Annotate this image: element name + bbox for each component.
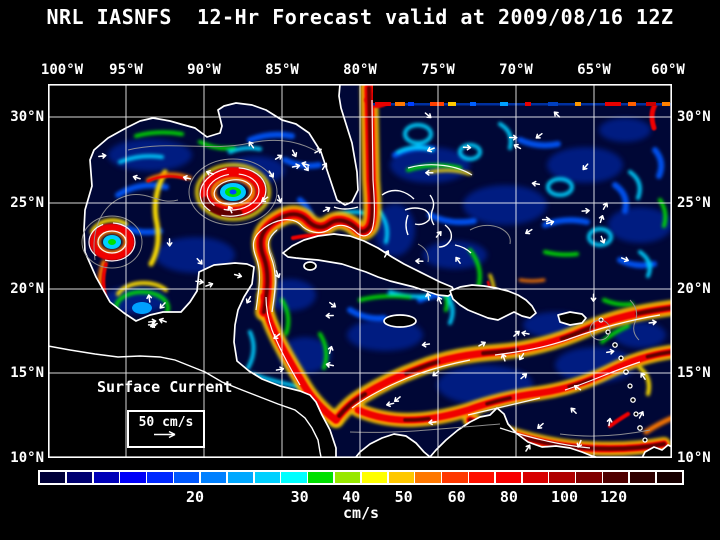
lat-tick-label: 20°N xyxy=(677,281,711,297)
colorbar-ticks: 20 30 40 50 60 80 100 120 xyxy=(38,488,684,506)
cuba xyxy=(282,233,456,297)
colorbar-cell xyxy=(629,472,656,483)
pacific-coastline xyxy=(48,345,322,458)
lon-tick-label: 90°W xyxy=(187,62,221,78)
lat-tick-label: 25°N xyxy=(10,195,44,211)
lon-tick-label: 65°W xyxy=(577,62,611,78)
eddy-centers xyxy=(103,183,246,314)
trinidad-paria xyxy=(641,444,672,458)
lat-tick-label: 30°N xyxy=(10,109,44,125)
lat-tick-label: 15°N xyxy=(677,365,711,381)
colorbar-cell xyxy=(361,472,388,483)
lon-tick-label: 80°W xyxy=(343,62,377,78)
streamline-contours xyxy=(88,99,661,449)
colorbar-cell xyxy=(656,472,682,483)
colorbar-cell xyxy=(415,472,441,483)
ssh-contours xyxy=(81,139,651,437)
colorbar-cell xyxy=(603,472,629,483)
lat-tick-label: 15°N xyxy=(10,365,44,381)
colorbar-cell xyxy=(549,472,575,483)
lat-tick-label: 10°N xyxy=(10,450,44,466)
colorbar-cell xyxy=(308,472,334,483)
colorbar-tick-label: 20 xyxy=(185,488,204,506)
south-america xyxy=(354,407,602,458)
hispaniola xyxy=(449,284,537,321)
colorbar-units: cm/s xyxy=(342,504,380,522)
jamaica xyxy=(383,314,417,328)
legend-title: Surface Current xyxy=(97,378,233,396)
colorbar-cell xyxy=(254,472,280,483)
isla-juventud xyxy=(303,261,317,271)
bahamas-contours xyxy=(381,189,472,254)
colorbar-cell xyxy=(469,472,495,483)
colorbar-tick-label: 30 xyxy=(290,488,309,506)
colorbar-cell xyxy=(388,472,414,483)
colorbar-cell xyxy=(66,472,93,483)
colorbar-cell xyxy=(93,472,119,483)
scale-reference-value: 50 cm/s xyxy=(138,415,194,430)
colorbar xyxy=(38,470,684,485)
scale-reference-box: 50 cm/s xyxy=(127,410,205,448)
map-frame xyxy=(48,84,672,458)
colorbar-cell xyxy=(334,472,361,483)
no-data-band xyxy=(373,84,672,106)
colorbar-cell xyxy=(40,472,66,483)
colorbar-tick-label: 40 xyxy=(342,488,361,506)
lon-tick-label: 85°W xyxy=(265,62,299,78)
lat-tick-label: 25°N xyxy=(677,195,711,211)
colorbar-cell xyxy=(120,472,146,483)
lat-tick-label: 20°N xyxy=(10,281,44,297)
lon-tick-label: 95°W xyxy=(109,62,143,78)
colorbar-cell xyxy=(147,472,173,483)
lon-tick-label: 60°W xyxy=(651,62,685,78)
scale-arrow-icon xyxy=(154,430,176,439)
florida-keys xyxy=(333,206,359,210)
surface-current-field xyxy=(48,84,672,458)
colorbar-tick-label: 60 xyxy=(447,488,466,506)
colorbar-cell xyxy=(200,472,227,483)
puerto-rico xyxy=(557,311,587,326)
colorbar-cell xyxy=(495,472,522,483)
colorbar-cell xyxy=(174,472,200,483)
colorbar-tick-label: 100 xyxy=(550,488,579,506)
longitude-axis: 100°W 95°W 90°W 85°W 80°W 75°W 70°W 65°W… xyxy=(0,62,720,80)
lon-tick-label: 100°W xyxy=(40,62,84,78)
colorbar-cell xyxy=(442,472,468,483)
forecast-map xyxy=(48,84,672,458)
colorbar-cell xyxy=(281,472,307,483)
colorbar-tick-label: 80 xyxy=(499,488,518,506)
current-direction-arrows xyxy=(98,111,657,452)
colorbar-cell xyxy=(576,472,602,483)
lon-tick-label: 75°W xyxy=(421,62,455,78)
lat-tick-label: 30°N xyxy=(677,109,711,125)
lat-tick-label: 10°N xyxy=(677,450,711,466)
lon-tick-label: 70°W xyxy=(499,62,533,78)
colorbar-tick-label: 50 xyxy=(394,488,413,506)
colorbar-tick-label: 120 xyxy=(600,488,628,506)
colorbar-cell xyxy=(227,472,253,483)
colorbar-cell xyxy=(522,472,548,483)
grid-lines xyxy=(48,84,672,458)
figure-title: NRL IASNFS 12-Hr Forecast valid at 2009/… xyxy=(46,5,674,29)
